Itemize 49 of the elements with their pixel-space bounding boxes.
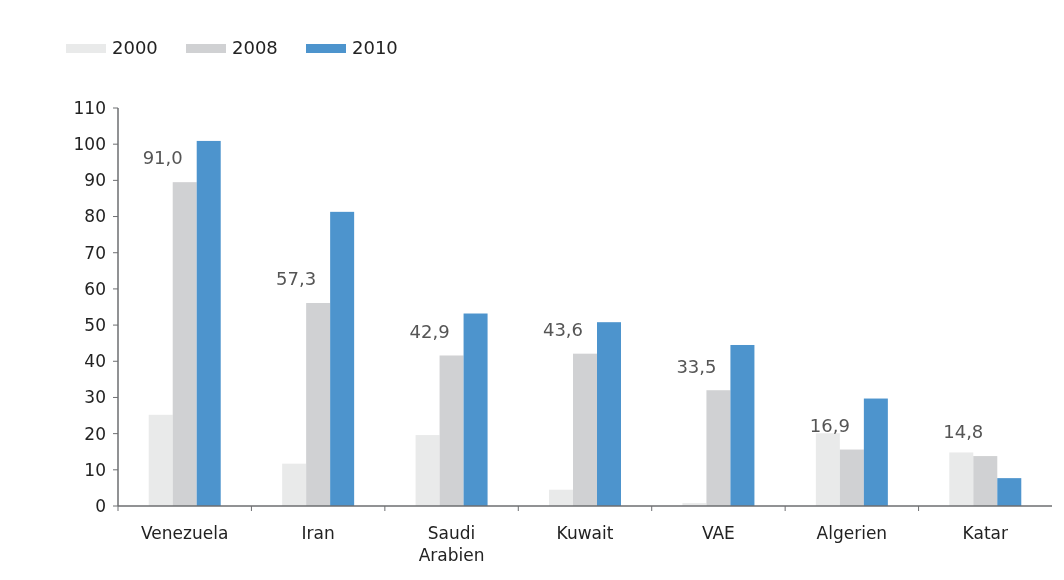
annotation: 33,5 (676, 355, 717, 377)
bar (282, 463, 307, 506)
bar (415, 435, 440, 506)
bar (949, 452, 974, 506)
y-tick-label: 70 (84, 242, 106, 263)
legend-label: 2010 (352, 37, 398, 59)
x-tick-label: Iran (301, 523, 335, 543)
annotation: 14,8 (943, 421, 984, 443)
y-tick-label: 0 (95, 495, 106, 516)
annotation: 43,6 (542, 318, 584, 340)
annotation: 42,9 (409, 320, 450, 342)
bar (148, 414, 173, 506)
bar (306, 303, 331, 506)
x-tick-label: Venezuela (141, 523, 229, 543)
x-tick-label: Katar (962, 523, 1008, 543)
y-tick-label: 90 (84, 170, 106, 191)
annotation: 91,0 (142, 147, 183, 169)
annotation: 16,9 (809, 414, 850, 436)
y-tick-label: 100 (73, 134, 106, 155)
bar (196, 140, 221, 506)
bar (463, 313, 488, 506)
y-tick-label: 30 (84, 387, 106, 408)
legend-label: 2000 (112, 37, 158, 59)
bar (549, 489, 573, 506)
bar (597, 322, 621, 506)
y-tick-label: 110 (73, 97, 106, 118)
annotation: 57,3 (276, 268, 317, 290)
bar (172, 182, 197, 506)
y-tick-label: 80 (84, 206, 106, 227)
bar (815, 433, 840, 506)
x-tick-label: Kuwait (556, 523, 614, 543)
bar (573, 353, 597, 506)
legend-label: 2008 (232, 37, 278, 59)
bar (973, 456, 998, 506)
bar (706, 390, 731, 506)
y-tick-label: 60 (84, 278, 106, 299)
y-tick-label: 40 (84, 351, 106, 372)
bar (839, 449, 864, 506)
y-tick-label: 20 (84, 423, 106, 444)
bar (730, 344, 755, 506)
y-tick-label: 10 (84, 459, 106, 480)
bar (863, 398, 888, 506)
bar (997, 478, 1022, 506)
bar (439, 355, 464, 506)
y-tick-label: 50 (84, 315, 106, 336)
x-tick-label: VAE (701, 523, 735, 543)
x-tick-label: Algerien (816, 523, 888, 543)
bar (330, 211, 355, 506)
x-tick-label: Saudi Arabien (418, 523, 485, 565)
